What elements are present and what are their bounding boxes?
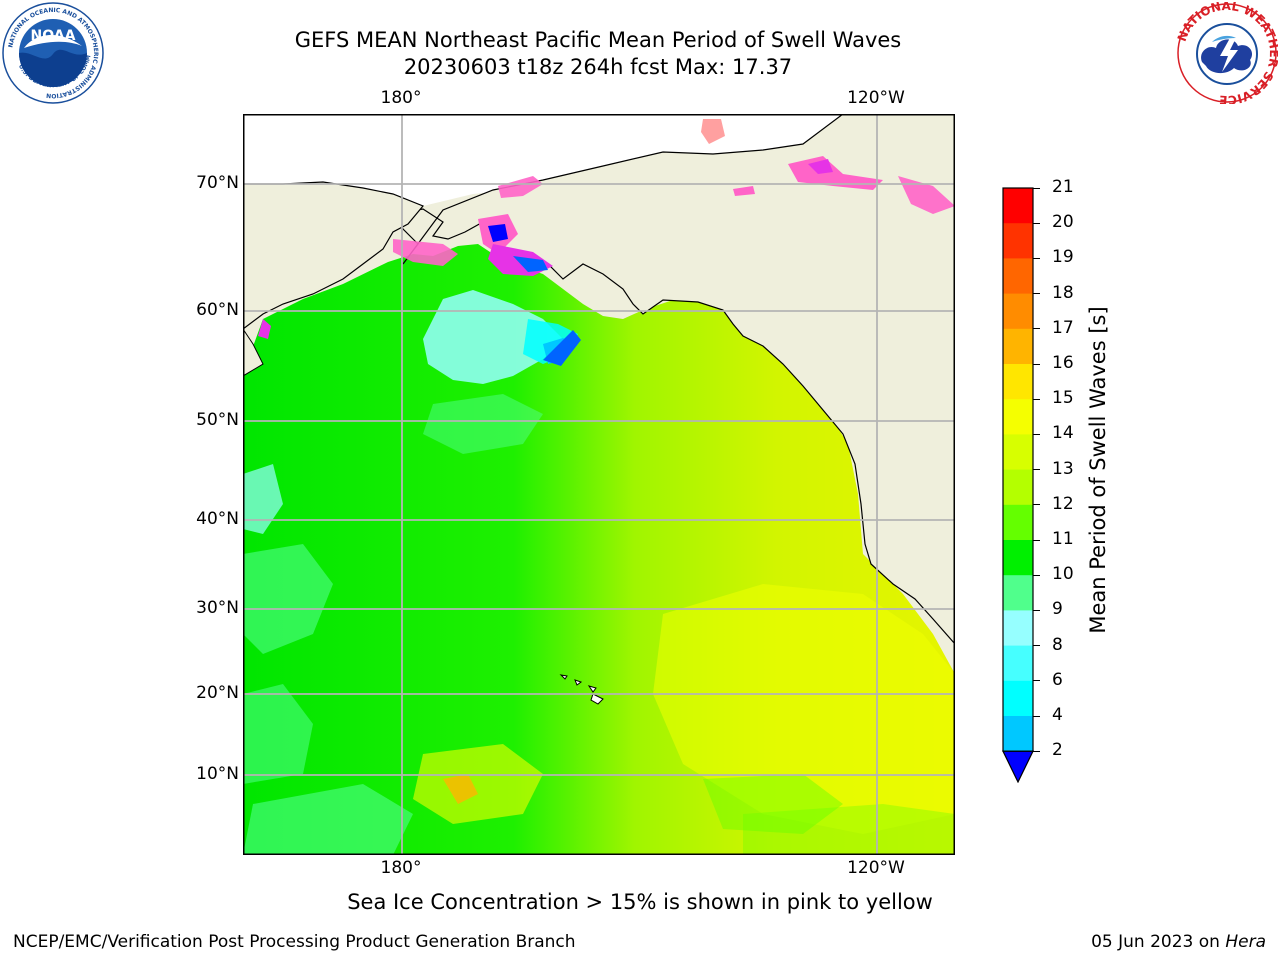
colorbar-segment (1003, 434, 1033, 470)
colorbar-tick-label: 20 (1052, 212, 1074, 233)
colorbar-segment (1003, 716, 1033, 752)
sea-ice-note: Sea Ice Concentration > 15% is shown in … (347, 890, 933, 914)
colorbar-tick-mark (1033, 328, 1040, 330)
credit-left: NCEP/EMC/Verification Post Processing Pr… (13, 932, 576, 952)
sea-ice-chukchi (498, 176, 543, 198)
colorbar-tick-label: 21 (1052, 177, 1074, 197)
graticule (243, 114, 955, 855)
colorbar-segment (1003, 328, 1033, 365)
colorbar-tick-label: 9 (1052, 599, 1063, 620)
lon-label-top-180: 180° (380, 88, 422, 108)
colorbar-tick-mark (1033, 222, 1040, 224)
lat-label-50n: 50°N (196, 410, 239, 430)
colorbar-tick-label: 11 (1052, 529, 1074, 549)
colorbar-segment (1003, 258, 1033, 294)
colorbar-segment (1003, 188, 1033, 224)
colorbar-tick-label: 6 (1052, 669, 1063, 690)
colorbar-tick-mark (1033, 645, 1040, 647)
chart-subtitle: 20230603 t18z 264h fcst Max: 17.37 (403, 55, 793, 79)
colorbar-segment (1003, 504, 1033, 541)
colorbar-segment (1003, 680, 1033, 717)
colorbar-segment (1003, 540, 1033, 576)
colorbar-tick-mark (1033, 469, 1040, 471)
colorbar-tick-label: 19 (1052, 247, 1074, 268)
colorbar-tick-mark (1033, 504, 1040, 506)
colorbar-under-arrow (1002, 750, 1034, 784)
colorbar-segment (1003, 469, 1033, 506)
colorbar-tick-mark (1033, 715, 1040, 717)
bering-short-period-area (423, 290, 563, 384)
nws-logo: NATIONAL WEATHER SERVICE (1175, 0, 1280, 107)
colorbar-tick-mark (1033, 398, 1040, 400)
max-period-area (443, 774, 478, 804)
siberia-coast (243, 181, 424, 330)
colorbar-tick-mark (1033, 680, 1040, 682)
arctic-water (243, 114, 955, 206)
colorbar-tick-mark (1033, 574, 1040, 576)
lat-label-70n: 70°N (196, 173, 239, 193)
chart-title: GEFS MEAN Northeast Pacific Mean Period … (294, 28, 902, 52)
colorbar-segment (1003, 364, 1033, 400)
lat-label-10n: 10°N (196, 764, 239, 784)
colorbar-tick-label: 18 (1052, 282, 1074, 303)
colorbar-title: Mean Period of Swell Waves [s] (1086, 306, 1110, 634)
lon-label-bottom-180: 180° (380, 858, 422, 878)
colorbar-tick-label: 17 (1052, 317, 1074, 338)
credit-right: 05 Jun 2023 on Hera (1091, 932, 1266, 952)
lon-label-bottom-120w: 120°W (847, 858, 905, 878)
map-frame (243, 114, 955, 855)
colorbar-segment (1003, 645, 1033, 682)
north-america-coast (391, 114, 955, 645)
colorbar-segment (1003, 293, 1033, 330)
colorbar-segment (1003, 575, 1033, 611)
colorbar-tick-label: 13 (1052, 458, 1074, 479)
lat-label-40n: 40°N (196, 509, 239, 529)
colorbar-tick-mark (1033, 433, 1040, 436)
colorbar-tick-mark (1033, 750, 1040, 752)
colorbar (1002, 187, 1034, 784)
sea-ice-beaufort (701, 119, 725, 144)
colorbar-tick-label: 16 (1052, 353, 1074, 373)
colorbar-tick-mark (1033, 363, 1040, 365)
colorbar-segment (1003, 610, 1033, 646)
lat-label-30n: 30°N (196, 598, 239, 618)
lat-label-20n: 20°N (196, 683, 239, 703)
credit-date: 05 Jun 2023 on (1091, 932, 1226, 952)
colorbar-tick-label: 12 (1052, 493, 1074, 514)
swell-period-map (243, 114, 955, 855)
colorbar-tick-label: 2 (1052, 740, 1063, 761)
colorbar-tick-mark (1033, 539, 1040, 541)
colorbar-tick-mark (1033, 257, 1040, 260)
colorbar-tick-mark (1033, 609, 1040, 612)
credit-host: Hera (1225, 932, 1266, 952)
colorbar-tick-label: 8 (1052, 634, 1063, 655)
lat-label-60n: 60°N (196, 300, 239, 320)
colorbar-tick-mark (1033, 187, 1040, 189)
colorbar-tick-mark (1033, 293, 1040, 295)
hawaii-islands (559, 674, 604, 705)
noaa-logo-text: NOAA (31, 28, 76, 44)
noaa-logo: NATIONAL OCEANIC AND ATMOSPHERIC ADMINIS… (0, 0, 104, 104)
lon-label-top-120w: 120°W (847, 88, 905, 108)
colorbar-tick-label: 15 (1052, 388, 1074, 409)
colorbar-segment (1003, 399, 1033, 435)
colorbar-tick-label: 14 (1052, 423, 1074, 444)
colorbar-segment (1003, 223, 1033, 259)
colorbar-tick-label: 4 (1052, 705, 1063, 725)
colorbar-tick-label: 10 (1052, 564, 1074, 585)
